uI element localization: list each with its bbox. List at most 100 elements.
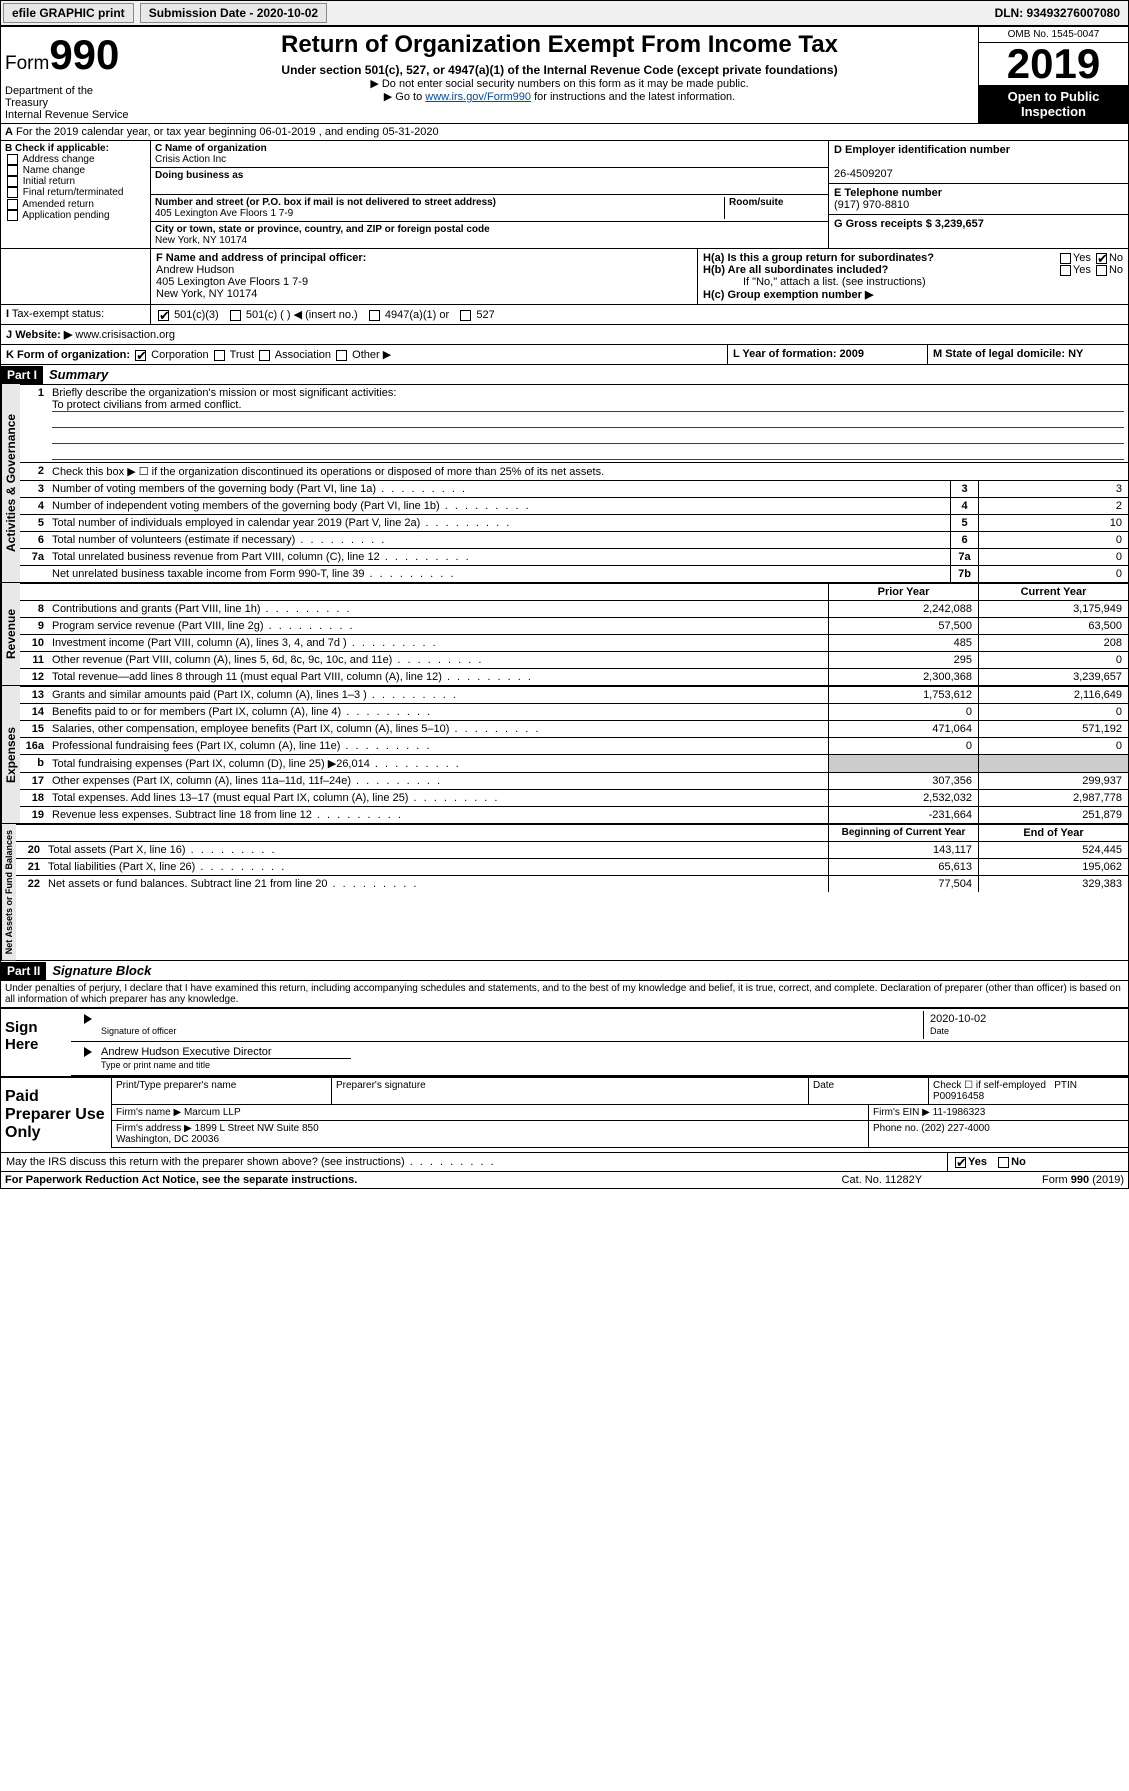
- box-c: C Name of organizationCrisis Action Inc …: [151, 141, 828, 248]
- form-container: Form990 Department of the Treasury Inter…: [0, 26, 1129, 1189]
- dept-treasury: Department of the Treasury Internal Reve…: [1, 83, 141, 123]
- website-row: J Website: ▶ www.crisisaction.org: [1, 325, 1128, 344]
- phone-value: (917) 970-8810: [834, 199, 909, 211]
- box-b: B Check if applicable: Address change Na…: [1, 141, 151, 248]
- submission-date-button[interactable]: Submission Date - 2020-10-02: [140, 3, 327, 23]
- preparer-date: Date: [808, 1078, 928, 1105]
- mission-text: To protect civilians from armed conflict…: [52, 399, 1124, 412]
- tax-exempt-label: I Tax-exempt status:: [1, 305, 151, 324]
- summary-row: 10Investment income (Part VIII, column (…: [20, 634, 1128, 651]
- ssn-note: ▶ Do not enter social security numbers o…: [145, 77, 974, 90]
- summary-row: 3Number of voting members of the governi…: [20, 480, 1128, 497]
- summary-row: 7aTotal unrelated business revenue from …: [20, 548, 1128, 565]
- summary-row: 22Net assets or fund balances. Subtract …: [16, 875, 1128, 892]
- summary-row: 8Contributions and grants (Part VIII, li…: [20, 600, 1128, 617]
- summary-row: bTotal fundraising expenses (Part IX, co…: [20, 754, 1128, 772]
- line-l: L Year of formation: 2009: [728, 345, 928, 364]
- summary-row: 21Total liabilities (Part X, line 26)65,…: [16, 858, 1128, 875]
- cb-initial-return[interactable]: Initial return: [5, 176, 146, 187]
- cb-amended[interactable]: Amended return: [5, 199, 146, 210]
- summary-row: 19Revenue less expenses. Subtract line 1…: [20, 806, 1128, 823]
- cb-discuss-no[interactable]: [998, 1157, 1009, 1168]
- summary-row: 12Total revenue—add lines 8 through 11 (…: [20, 668, 1128, 685]
- form-title: Return of Organization Exempt From Incom…: [145, 31, 974, 59]
- cb-other[interactable]: [336, 350, 347, 361]
- vtab-governance: Activities & Governance: [1, 384, 20, 582]
- arrow-icon: [84, 1047, 92, 1057]
- website-value: www.crisisaction.org: [75, 329, 175, 341]
- goto-note: ▶ Go to www.irs.gov/Form990 for instruct…: [145, 90, 974, 103]
- open-inspection: Open to Public Inspection: [979, 85, 1128, 123]
- form-ref: Form 990 (2019): [1042, 1174, 1124, 1186]
- part1-header: Part I: [1, 366, 43, 384]
- org-name: Crisis Action Inc: [155, 154, 226, 165]
- q1: Briefly describe the organization's miss…: [48, 385, 1128, 462]
- cb-4947[interactable]: [369, 310, 380, 321]
- cb-trust[interactable]: [214, 350, 225, 361]
- form-subtitle: Under section 501(c), 527, or 4947(a)(1)…: [145, 63, 974, 77]
- line-m: M State of legal domicile: NY: [928, 345, 1128, 364]
- cb-corp[interactable]: [135, 350, 146, 361]
- dln-label: DLN: 93493276007080: [995, 6, 1120, 20]
- sign-here-label: Sign Here: [1, 1009, 71, 1076]
- vtab-netassets: Net Assets or Fund Balances: [1, 824, 16, 960]
- box-f: F Name and address of principal officer:…: [151, 249, 698, 304]
- discuss-answer: Yes No: [948, 1153, 1128, 1171]
- firm-ein: Firm's EIN ▶ 11-1986323: [868, 1105, 1128, 1121]
- org-address: 405 Lexington Ave Floors 1 7-9: [155, 208, 293, 219]
- part1-title: Summary: [43, 365, 114, 384]
- box-h: H(a) Is this a group return for subordin…: [698, 249, 1128, 304]
- summary-row: 5Total number of individuals employed in…: [20, 514, 1128, 531]
- form-number: Form990: [1, 27, 141, 83]
- cb-527[interactable]: [460, 310, 471, 321]
- preparer-sig: Preparer's signature: [331, 1078, 808, 1105]
- efile-graphic-button[interactable]: efile GRAPHIC print: [3, 3, 134, 23]
- cb-final-return[interactable]: Final return/terminated: [5, 187, 146, 198]
- paid-preparer-label: Paid Preparer Use Only: [1, 1078, 111, 1152]
- firm-name: Firm's name ▶ Marcum LLP: [111, 1105, 868, 1121]
- officer-printed: Andrew Hudson Executive Director: [101, 1046, 351, 1059]
- firm-phone: Phone no. (202) 227-4000: [868, 1121, 1128, 1148]
- summary-row: 13Grants and similar amounts paid (Part …: [20, 686, 1128, 703]
- col-begin-year: Beginning of Current Year: [828, 825, 978, 841]
- cb-app-pending[interactable]: Application pending: [5, 210, 146, 221]
- part2-header: Part II: [1, 962, 46, 980]
- cb-name-change[interactable]: Name change: [5, 165, 146, 176]
- col-current-year: Current Year: [978, 584, 1128, 600]
- part2-title: Signature Block: [46, 961, 157, 980]
- cb-501c[interactable]: [230, 310, 241, 321]
- preparer-name: Print/Type preparer's name: [111, 1078, 331, 1105]
- irs-link[interactable]: www.irs.gov/Form990: [425, 91, 531, 103]
- line-k: K Form of organization: Corporation Trus…: [1, 345, 728, 364]
- ein-value: 26-4509207: [834, 168, 893, 180]
- summary-row: 20Total assets (Part X, line 16)143,1175…: [16, 841, 1128, 858]
- gross-receipts: G Gross receipts $ 3,239,657: [834, 218, 984, 230]
- col-end-year: End of Year: [978, 825, 1128, 841]
- cb-501c3[interactable]: [158, 310, 169, 321]
- tax-exempt-options: 501(c)(3) 501(c) ( ) ◀ (insert no.) 4947…: [151, 305, 1128, 324]
- summary-row: 15Salaries, other compensation, employee…: [20, 720, 1128, 737]
- cat-no: Cat. No. 11282Y: [842, 1174, 923, 1186]
- vtab-revenue: Revenue: [1, 583, 20, 685]
- tax-year: 2019: [979, 43, 1128, 85]
- perjury-text: Under penalties of perjury, I declare th…: [1, 980, 1128, 1007]
- cb-assoc[interactable]: [259, 350, 270, 361]
- col-prior-year: Prior Year: [828, 584, 978, 600]
- cb-discuss-yes[interactable]: [955, 1157, 966, 1168]
- summary-row: 16aProfessional fundraising fees (Part I…: [20, 737, 1128, 754]
- summary-row: 9Program service revenue (Part VIII, lin…: [20, 617, 1128, 634]
- cb-address-change[interactable]: Address change: [5, 154, 146, 165]
- summary-row: 4Number of independent voting members of…: [20, 497, 1128, 514]
- q2: Check this box ▶ ☐ if the organization d…: [48, 463, 1128, 480]
- pra-notice: For Paperwork Reduction Act Notice, see …: [5, 1174, 357, 1186]
- firm-address: Firm's address ▶ 1899 L Street NW Suite …: [111, 1121, 868, 1148]
- vtab-expenses: Expenses: [1, 686, 20, 823]
- summary-row: Net unrelated business taxable income fr…: [20, 565, 1128, 582]
- summary-row: 6Total number of volunteers (estimate if…: [20, 531, 1128, 548]
- box-d: D Employer identification number26-45092…: [828, 141, 1128, 248]
- preparer-ptin: Check ☐ if self-employed PTINP00916458: [928, 1078, 1128, 1105]
- line-a: A For the 2019 calendar year, or tax yea…: [1, 123, 1128, 140]
- arrow-icon: [84, 1014, 92, 1024]
- summary-row: 14Benefits paid to or for members (Part …: [20, 703, 1128, 720]
- discuss-question: May the IRS discuss this return with the…: [1, 1153, 948, 1171]
